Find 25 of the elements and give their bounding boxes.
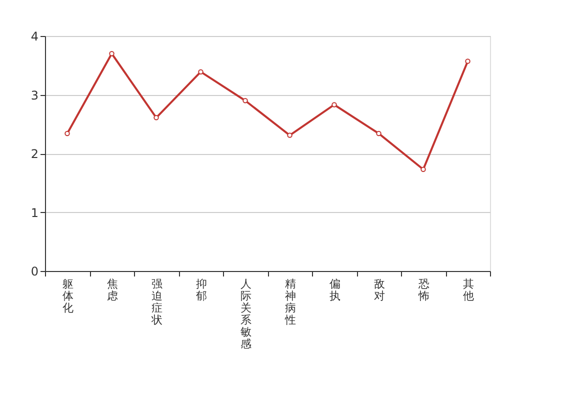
x-tick-label: 偏执 — [329, 278, 340, 302]
y-tick-label: 1 — [30, 206, 38, 220]
point — [64, 130, 70, 136]
point — [242, 98, 248, 104]
point — [420, 166, 426, 172]
point — [198, 69, 204, 74]
x-tick-label: 焦虑 — [106, 278, 118, 302]
y-tick-label: 4 — [30, 30, 38, 44]
y-tick-label: 3 — [30, 88, 38, 102]
x-tick-label: 精神病性 — [284, 278, 296, 326]
x-tick-label: 人际关系敏感 — [240, 278, 252, 350]
x-tick-label: 恐怖 — [417, 278, 430, 302]
x-tick-label: 强迫症状 — [150, 278, 162, 326]
x-tick-label: 敌对 — [374, 278, 385, 302]
x-tick-label: 其他 — [462, 278, 474, 302]
y-tick-label: 2 — [30, 147, 38, 161]
point — [109, 51, 114, 56]
point — [465, 58, 470, 64]
x-tick-label: 躯体化 — [62, 278, 74, 314]
point — [154, 115, 159, 120]
y-tick-label: 0 — [30, 264, 38, 278]
x-tick-label: 抑郁 — [196, 278, 207, 302]
point — [287, 132, 292, 138]
point — [376, 130, 382, 136]
point — [332, 102, 337, 108]
